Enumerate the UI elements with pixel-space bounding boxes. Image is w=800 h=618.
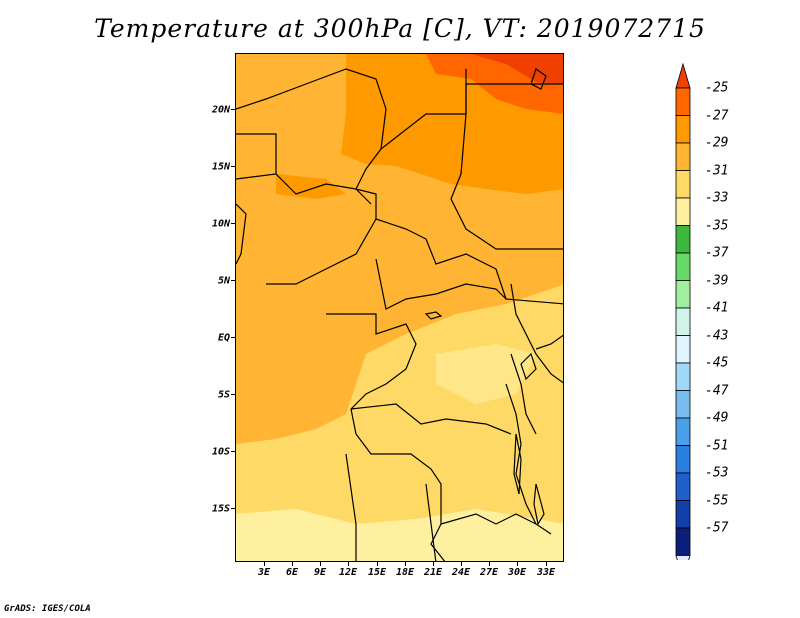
colorbar-label: -27 (705, 108, 729, 123)
lat-tick (231, 280, 235, 281)
colorbar-swatch (675, 417, 691, 446)
chart-title: Temperature at 300hPa [C], VT: 201907271… (94, 14, 706, 43)
colorbar-label: -45 (705, 355, 729, 371)
colorbar-swatch (675, 225, 691, 254)
colorbar-label: -31 (705, 163, 729, 178)
lon-label-15e: 15E (367, 567, 387, 578)
colorbar-swatch (675, 472, 691, 501)
colorbar-swatch (675, 280, 691, 309)
colorbar-label: -57 (705, 520, 729, 536)
lon-label-24e: 24E (451, 567, 471, 578)
colorbar-label: -47 (705, 383, 729, 398)
colorbar-label: -25 (705, 80, 729, 96)
colorbar-label: -53 (705, 465, 729, 481)
lat-label-10s: 10S (211, 446, 230, 458)
colorbar-label: -37 (705, 245, 729, 261)
colorbar-swatch (675, 527, 691, 556)
lat-tick (231, 508, 235, 509)
lon-tick (461, 562, 462, 566)
colorbar-upper-cap (675, 62, 691, 89)
band-minus-35-patch (436, 344, 536, 404)
colorbar-swatch (675, 307, 691, 336)
lat-label-15s: 15S (211, 503, 230, 515)
colorbar (675, 62, 691, 560)
lon-tick (517, 562, 518, 566)
lat-tick (231, 223, 235, 224)
temperature-field (236, 54, 563, 561)
band-minus-25 (471, 54, 563, 84)
lon-label-12e: 12E (338, 567, 358, 578)
colorbar-swatch (675, 390, 691, 419)
lat-label-10n: 10N (211, 218, 230, 230)
colorbar-label: -43 (705, 328, 729, 343)
lon-tick (264, 562, 265, 566)
colorbar-label: -39 (705, 273, 729, 288)
colorbar-swatch (675, 87, 691, 116)
lat-tick (231, 451, 235, 452)
lon-tick (433, 562, 434, 566)
lon-label-6e: 6E (285, 567, 299, 578)
colorbar-label: -41 (705, 300, 729, 316)
lat-label-20n: 20N (211, 104, 230, 116)
lon-label-3e: 3E (257, 567, 271, 578)
lon-label-21e: 21E (423, 567, 443, 578)
lon-label-27e: 27E (479, 567, 499, 578)
lon-tick (292, 562, 293, 566)
lat-tick (231, 166, 235, 167)
band-minus-35 (236, 509, 563, 561)
colorbar-label: -51 (705, 438, 729, 453)
lat-label-15n: 15N (211, 161, 230, 173)
country-borders (236, 68, 563, 561)
colorbar-swatch (675, 142, 691, 171)
lon-label-18e: 18E (395, 567, 415, 578)
lon-label-30e: 30E (507, 567, 527, 578)
map-panel (235, 53, 564, 562)
footer-credit: GrADS: IGES/COLA (4, 604, 91, 614)
lat-label-5n: 5N (217, 275, 230, 287)
lat-tick (231, 394, 235, 395)
lat-label-eq: EQ (217, 332, 230, 344)
lon-label-33e: 33E (536, 567, 556, 578)
lon-tick (489, 562, 490, 566)
colorbar-swatch (675, 170, 691, 199)
colorbar-label: -55 (705, 493, 729, 508)
colorbar-label: -49 (705, 410, 729, 426)
colorbar-swatch (675, 445, 691, 474)
colorbar-swatch (675, 335, 691, 364)
colorbar-lower-cap (675, 555, 691, 560)
lon-label-9e: 9E (313, 567, 327, 578)
colorbar-swatch (675, 252, 691, 281)
lakes (424, 68, 547, 526)
lon-tick (377, 562, 378, 566)
colorbar-swatch (675, 362, 691, 391)
lat-tick (231, 337, 235, 338)
colorbar-swatch (675, 115, 691, 144)
lat-label-5s: 5S (217, 389, 230, 401)
lon-tick (546, 562, 547, 566)
lat-tick (231, 109, 235, 110)
colorbar-swatch (675, 500, 691, 529)
colorbar-label: -35 (705, 218, 729, 233)
lon-tick (405, 562, 406, 566)
colorbar-swatch (675, 197, 691, 226)
lon-tick (348, 562, 349, 566)
colorbar-label: -33 (705, 190, 729, 206)
band-minus-29-west (276, 174, 346, 199)
colorbar-label: -29 (705, 135, 729, 151)
lon-tick (320, 562, 321, 566)
